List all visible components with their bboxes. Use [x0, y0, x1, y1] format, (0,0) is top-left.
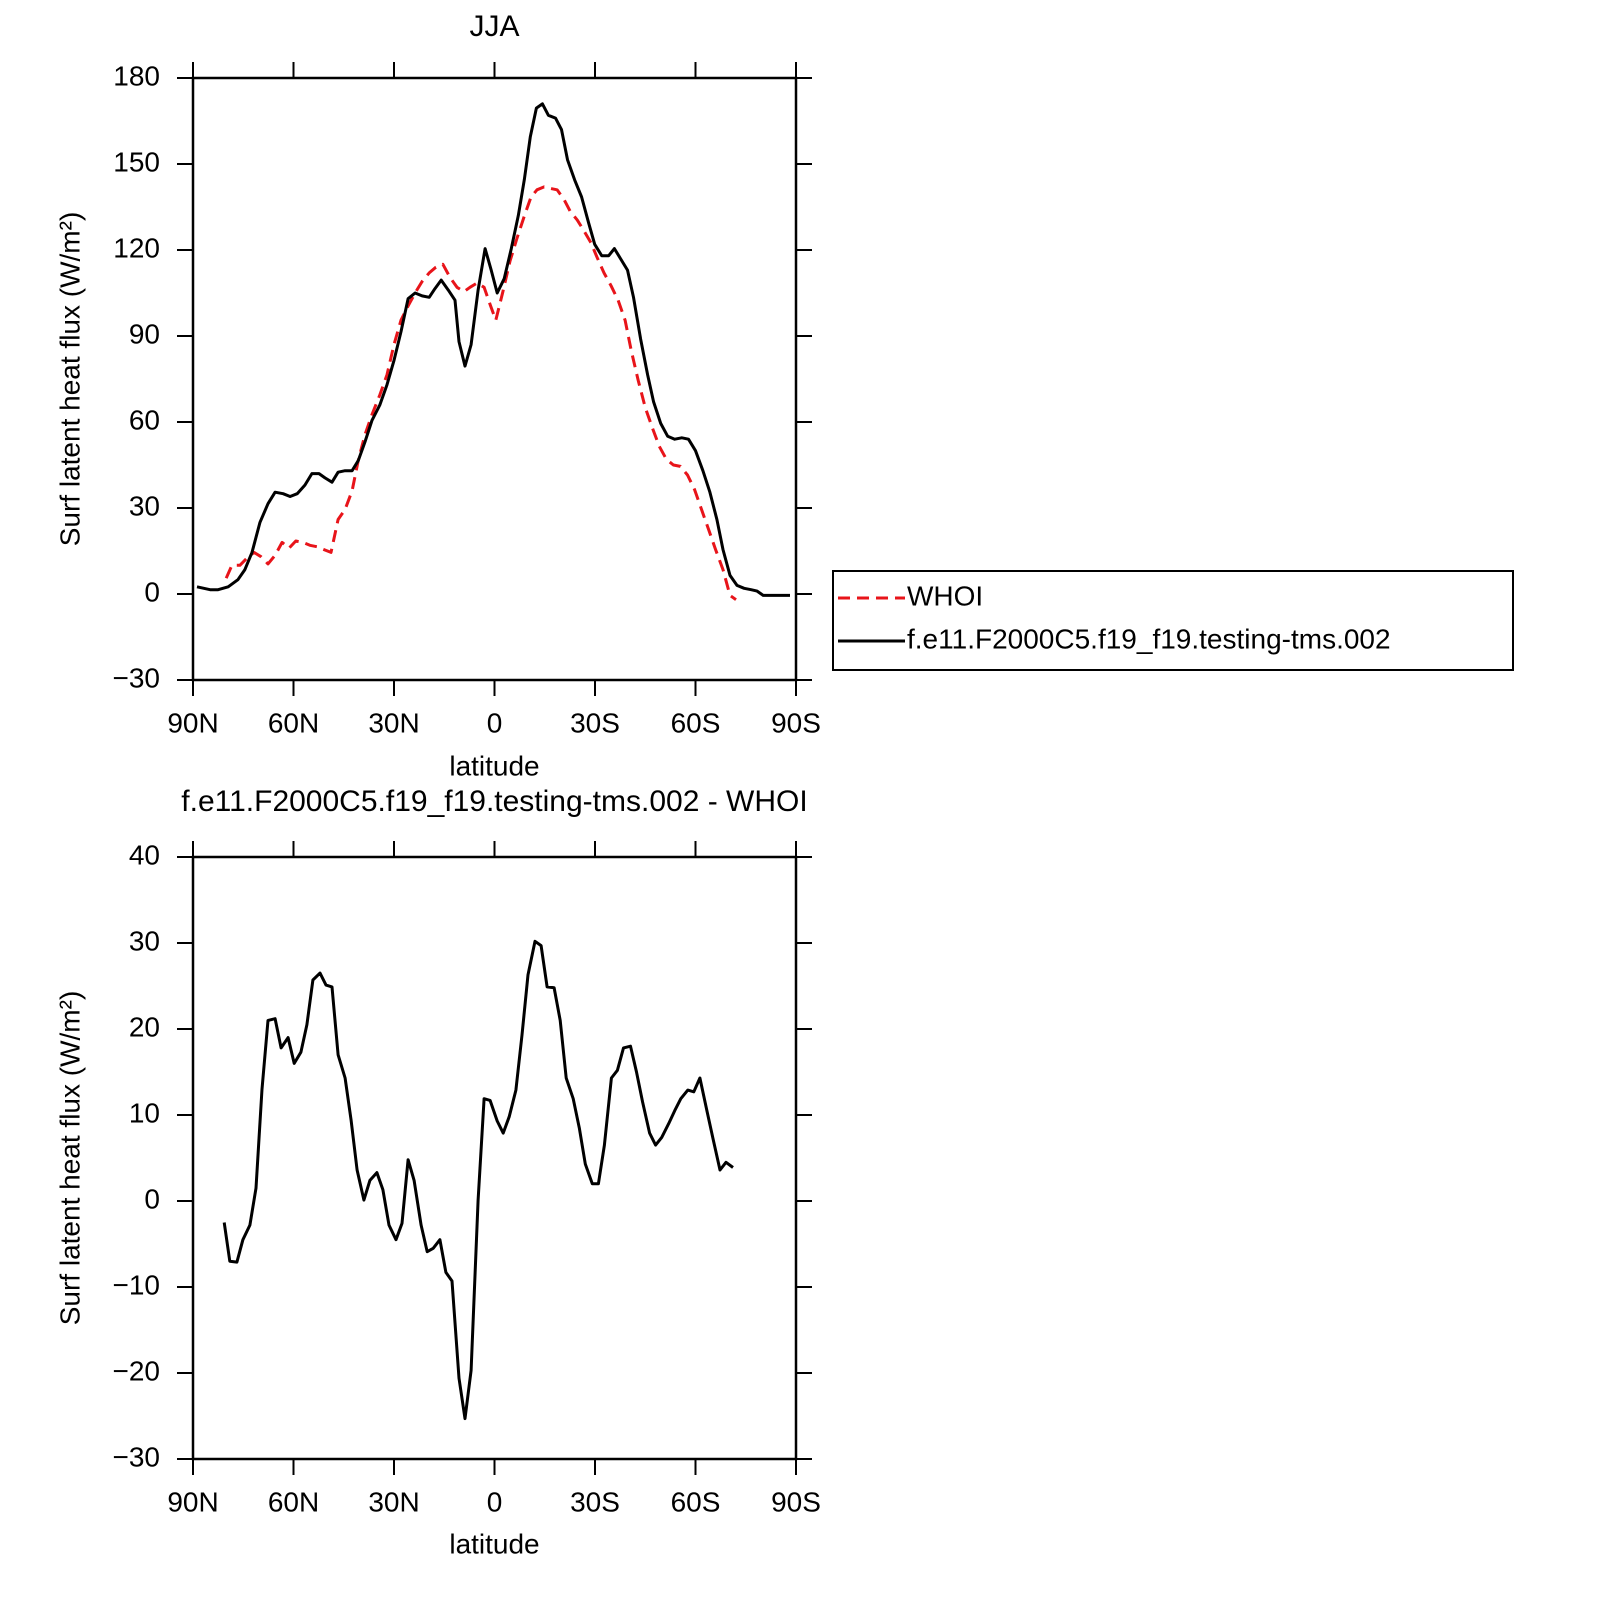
x-tick-label: 60N [268, 1486, 319, 1517]
y-tick-label: 20 [129, 1011, 160, 1042]
x-tick-label: 60S [671, 1486, 721, 1517]
legend-label: WHOI [907, 580, 983, 611]
chart-title: f.e11.F2000C5.f19_f19.testing-tms.002 - … [181, 785, 807, 818]
x-tick-label: 90N [167, 1486, 218, 1517]
x-tick-label: 90S [771, 1486, 821, 1517]
x-tick-label: 30S [570, 707, 620, 738]
y-tick-label: −30 [113, 1441, 161, 1472]
y-tick-label: 180 [113, 60, 160, 91]
x-tick-label: 0 [487, 1486, 503, 1517]
y-tick-label: 150 [113, 146, 160, 177]
y-tick-label: 30 [129, 490, 160, 521]
x-tick-label: 30N [368, 707, 419, 738]
x-tick-label: 60S [671, 707, 721, 738]
legend-box [832, 570, 1514, 671]
x-axis-label: latitude [449, 750, 539, 781]
data-line [222, 939, 734, 1421]
y-tick-label: 120 [113, 232, 160, 263]
x-tick-label: 30N [368, 1486, 419, 1517]
y-tick-label: 40 [129, 839, 160, 870]
data-line [224, 185, 737, 601]
y-tick-label: 30 [129, 925, 160, 956]
y-tick-label: −20 [113, 1355, 161, 1386]
x-tick-label: 0 [487, 707, 503, 738]
y-axis-label: Surf latent heat flux (W/m²) [54, 212, 85, 547]
x-tick-label: 30S [570, 1486, 620, 1517]
x-tick-label: 90N [167, 707, 218, 738]
x-axis-label: latitude [449, 1528, 539, 1559]
data-line [196, 102, 790, 597]
y-tick-label: 90 [129, 318, 160, 349]
plot-frame [191, 855, 798, 1461]
y-tick-label: 0 [144, 576, 160, 607]
plot-frame [191, 76, 798, 682]
x-tick-label: 90S [771, 707, 821, 738]
y-tick-label: −30 [113, 662, 161, 693]
y-tick-label: 0 [144, 1183, 160, 1214]
x-tick-label: 60N [268, 707, 319, 738]
y-tick-label: 60 [129, 404, 160, 435]
legend-label: f.e11.F2000C5.f19_f19.testing-tms.002 [907, 623, 1391, 654]
chart-title: JJA [469, 10, 519, 43]
y-tick-label: −10 [113, 1269, 161, 1300]
y-axis-label: Surf latent heat flux (W/m²) [54, 991, 85, 1326]
y-tick-label: 10 [129, 1097, 160, 1128]
